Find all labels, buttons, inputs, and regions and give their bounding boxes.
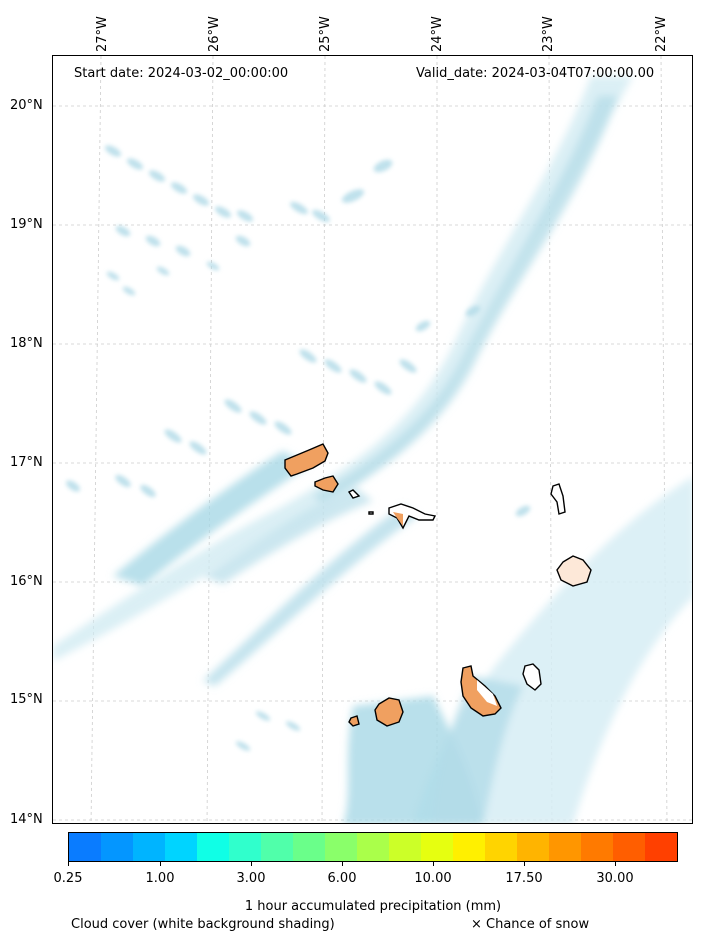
cloud-cover-note: Cloud cover (white background shading) (71, 917, 335, 932)
lon-label-26w: 26°W (207, 16, 222, 52)
lat-label-15n: 15°N (10, 692, 43, 707)
lat-label-20n: 20°N (10, 98, 43, 113)
lon-label-22w: 22°W (654, 16, 669, 52)
island-santa-luzia (347, 489, 361, 499)
colorbar-segment (229, 833, 261, 861)
lat-label-19n: 19°N (10, 217, 43, 232)
cloud-band-central (113, 451, 418, 686)
colorbar-segment (325, 833, 357, 861)
colorbar-tick-4: 10.00 (414, 871, 452, 886)
snow-chance-note: × Chance of snow (471, 917, 590, 932)
colorbar-tickmark (251, 862, 252, 866)
colorbar-segment (133, 833, 165, 861)
colorbar-tick-0: 0.25 (53, 871, 83, 886)
colorbar-tickmark (433, 862, 434, 866)
colorbar-segment (389, 833, 421, 861)
colorbar-segment (421, 833, 453, 861)
colorbar-tickmark (615, 862, 616, 866)
colorbar-segment (69, 833, 101, 861)
map-canvas (53, 56, 692, 823)
colorbar-segment (485, 833, 517, 861)
cloud-streaks-northwest (66, 145, 531, 751)
colorbar-tick-3: 6.00 (327, 871, 357, 886)
colorbar-segment (613, 833, 645, 861)
colorbar-segment (549, 833, 581, 861)
colorbar-tick-6: 30.00 (596, 871, 634, 886)
cloud-band-southeast (343, 477, 692, 823)
colorbar-segment (517, 833, 549, 861)
island-santo-antao (284, 443, 329, 477)
colorbar-segment (261, 833, 293, 861)
colorbar-segment (453, 833, 485, 861)
colorbar-tick-1: 1.00 (145, 871, 175, 886)
colorbar-tickmark (68, 862, 69, 866)
colorbar-segment (101, 833, 133, 861)
island-fogo (374, 697, 404, 727)
island-sal (550, 483, 566, 515)
map-panel[interactable] (52, 55, 693, 824)
colorbar-tick-2: 3.00 (236, 871, 266, 886)
lon-label-23w: 23°W (541, 16, 556, 52)
colorbar-tick-5: 17.50 (505, 871, 543, 886)
lon-label-24w: 24°W (430, 16, 445, 52)
colorbar-tickmark (160, 862, 161, 866)
lat-label-14n: 14°N (10, 812, 43, 827)
start-date-label: Start date: 2024-03-02_00:00:00 (74, 66, 289, 81)
island-maio (522, 663, 542, 691)
precip-colorbar (68, 832, 678, 862)
lat-label-17n: 17°N (10, 455, 43, 470)
island-boa-vista (556, 555, 592, 587)
lon-label-27w: 27°W (95, 16, 110, 52)
colorbar-segment (293, 833, 325, 861)
lon-label-25w: 25°W (318, 16, 333, 52)
island-raso (368, 511, 374, 515)
colorbar-tickmark (342, 862, 343, 866)
island-sao-vicente (314, 475, 339, 493)
lat-label-16n: 16°N (10, 574, 43, 589)
valid-date-label: Valid_date: 2024-03-04T07:00:00.00 (416, 66, 655, 81)
lat-label-18n: 18°N (10, 336, 43, 351)
islands (284, 443, 592, 727)
colorbar-segment (581, 833, 613, 861)
island-brava (348, 715, 360, 727)
colorbar-tickmark (524, 862, 525, 866)
colorbar-title: 1 hour accumulated precipitation (mm) (244, 899, 502, 914)
colorbar-segment (165, 833, 197, 861)
cloud-band-main (53, 76, 633, 661)
colorbar-segment (357, 833, 389, 861)
colorbar-segment (645, 833, 677, 861)
colorbar-segment (197, 833, 229, 861)
